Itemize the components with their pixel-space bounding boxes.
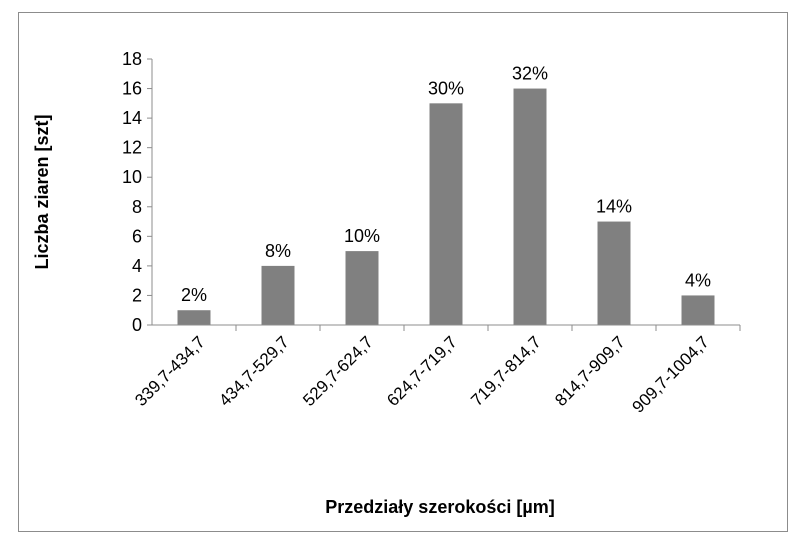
y-tick-label: 14 [122,108,142,128]
x-axis-ticks: 339,7-434,7 434,7-529,7 529,7-624,7 624,7-7… [131,325,741,417]
x-tick-label: 339,7-434,7 [131,332,209,410]
x-tick-label: 814,7-909,7 [551,332,629,410]
y-tick-label: 18 [122,49,142,69]
x-tick-label: 909,7-1004,7 [629,332,713,416]
bar [429,103,463,325]
bar [345,251,379,325]
x-tick-label: 529,7-624,7 [299,332,377,410]
x-tick-label: 719,7-814,7 [467,332,545,410]
bar [261,265,295,325]
y-tick-label: 8 [132,197,142,217]
data-label: 32% [512,64,548,84]
y-axis-title: Liczba ziaren [szt] [32,114,52,269]
data-label: 30% [428,78,464,98]
bar [177,310,211,325]
y-tick-label: 2 [132,285,142,305]
bar [681,295,715,325]
x-axis-title: Przedziały szerokości [µm] [325,497,554,517]
y-tick-label: 6 [132,226,142,246]
bars [177,88,715,325]
bar [597,221,631,325]
y-tick-label: 16 [122,79,142,99]
x-tick-label: 434,7-529,7 [215,332,293,410]
y-axis-ticks: 0 2 4 6 8 10 12 14 16 18 [122,49,152,335]
data-label: 4% [685,270,711,290]
bar [513,88,547,325]
y-tick-label: 10 [122,167,142,187]
y-tick-label: 4 [132,256,142,276]
y-tick-label: 0 [132,315,142,335]
data-label: 10% [344,226,380,246]
chart-frame [18,12,788,532]
data-label: 2% [181,285,207,305]
data-label: 14% [596,197,632,217]
y-tick-label: 12 [122,138,142,158]
x-tick-label: 624,7-719,7 [383,332,461,410]
data-label: 8% [265,241,291,261]
data-labels: 2% 8% 10% 30% 32% 14% 4% [181,64,711,306]
